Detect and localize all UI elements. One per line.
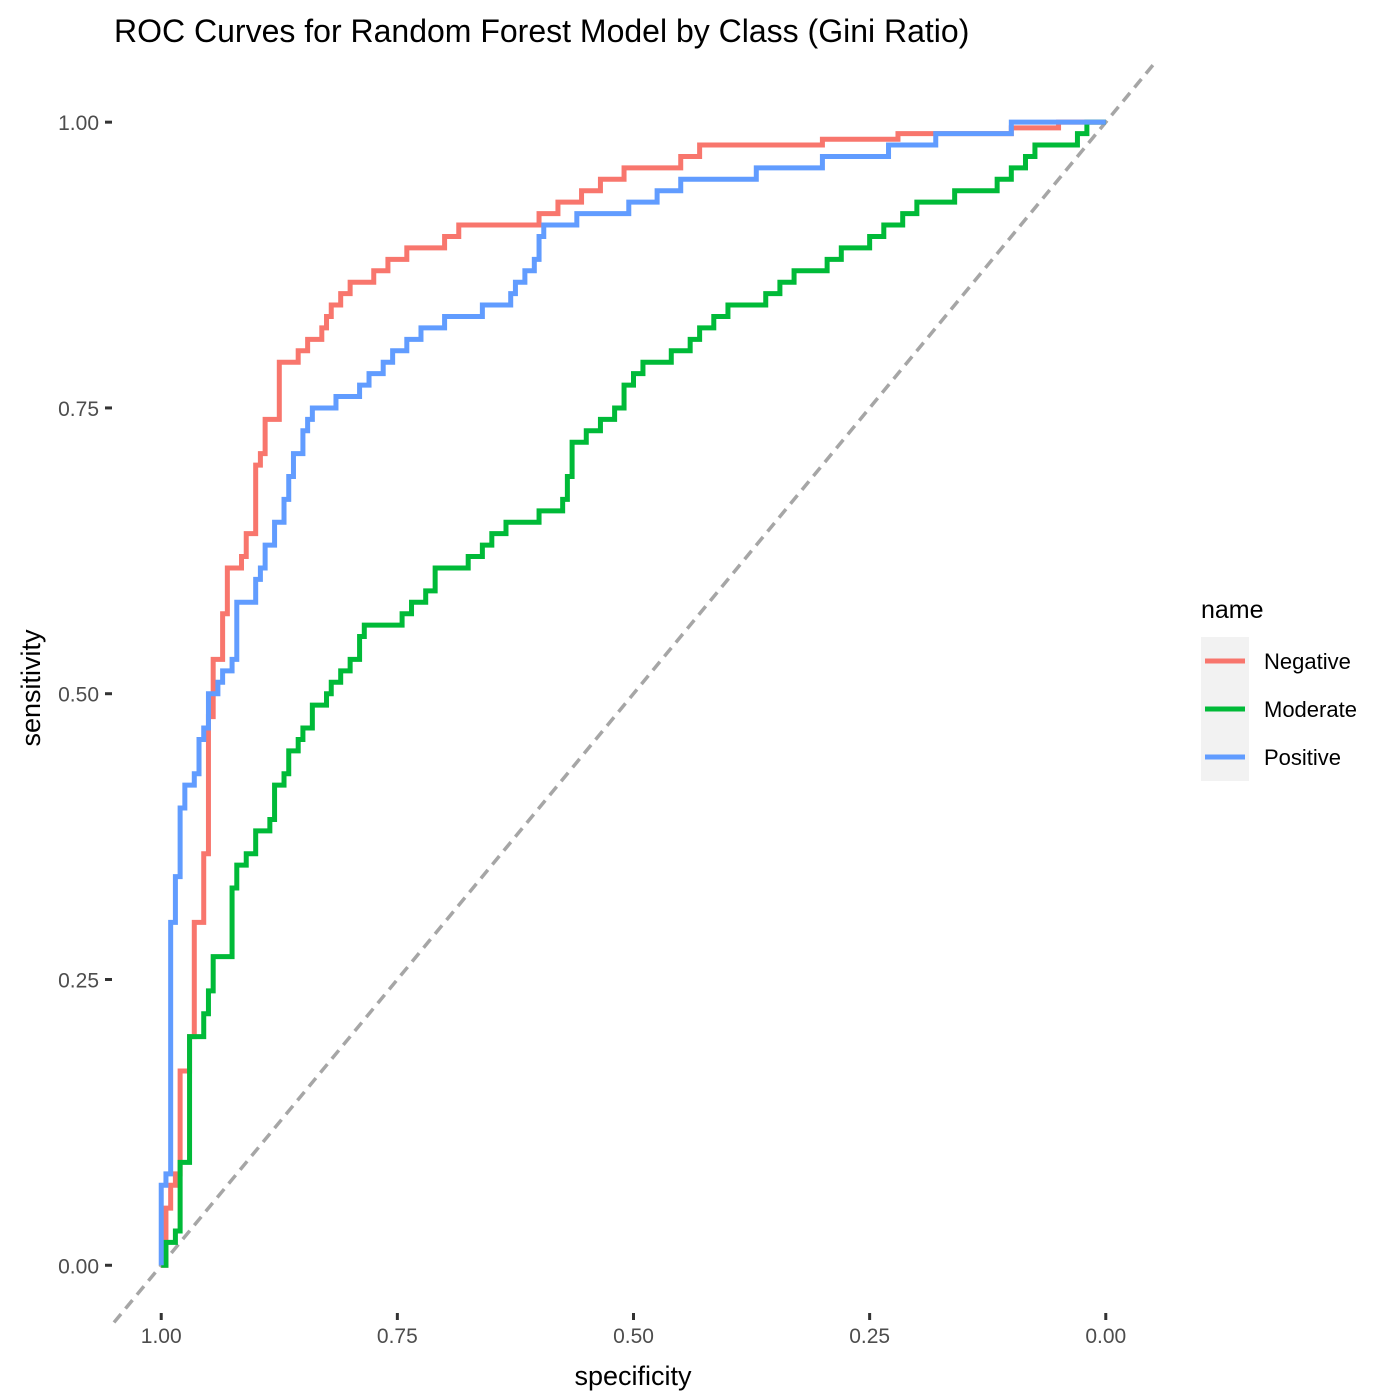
legend: name Negative Moderate Positive — [1201, 596, 1357, 781]
y-axis-title: sensitivity — [16, 629, 46, 747]
series-line-moderate — [161, 119, 1106, 1268]
x-tick-label: 1.00 — [141, 1325, 182, 1348]
series-line-positive — [158, 119, 1106, 1266]
x-tick-label: 0.25 — [849, 1325, 890, 1348]
legend-title: name — [1201, 596, 1264, 624]
chart-title: ROC Curves for Random Forest Model by Cl… — [114, 13, 969, 49]
legend-label-moderate: Moderate — [1264, 697, 1357, 722]
reference-diagonal-line — [112, 63, 1155, 1324]
y-tick-label: 1.00 — [58, 112, 99, 135]
x-tick-label: 0.75 — [377, 1325, 418, 1348]
y-tick-label: 0.25 — [58, 969, 99, 992]
series-line-negative — [161, 119, 1106, 1268]
x-tick-label: 0.00 — [1085, 1325, 1126, 1348]
y-tick-label: 0.50 — [58, 684, 99, 707]
x-tick-label: 0.50 — [613, 1325, 654, 1348]
x-axis-title: specificity — [574, 1361, 692, 1391]
y-tick-label: 0.75 — [58, 398, 99, 421]
legend-label-positive: Positive — [1264, 745, 1341, 770]
axes: 0.00 0.25 0.50 0.75 1.00 1.00 0.75 0.50 0.25 0.00 — [58, 112, 1126, 1348]
legend-label-negative: Negative — [1264, 649, 1351, 674]
plot-area — [112, 63, 1155, 1324]
y-tick-label: 0.00 — [58, 1255, 99, 1278]
